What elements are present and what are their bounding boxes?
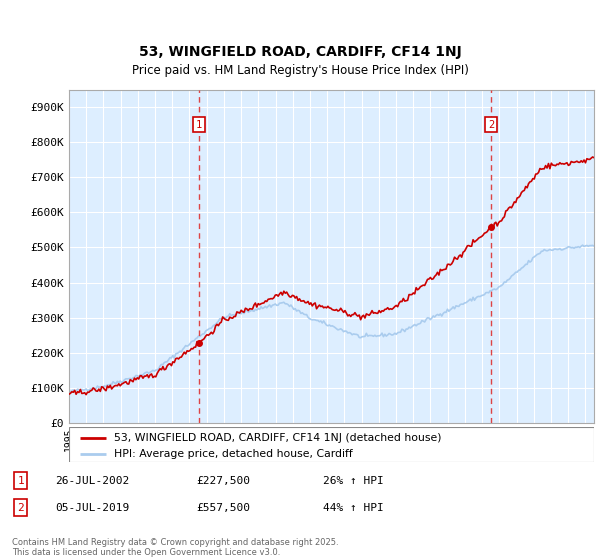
Text: 1: 1 [17,475,24,486]
Text: HPI: Average price, detached house, Cardiff: HPI: Average price, detached house, Card… [113,449,352,459]
Text: £557,500: £557,500 [196,502,250,512]
Text: 05-JUL-2019: 05-JUL-2019 [55,502,130,512]
Text: 26% ↑ HPI: 26% ↑ HPI [323,475,384,486]
Text: Contains HM Land Registry data © Crown copyright and database right 2025.
This d: Contains HM Land Registry data © Crown c… [12,538,338,557]
Text: 44% ↑ HPI: 44% ↑ HPI [323,502,384,512]
Text: 53, WINGFIELD ROAD, CARDIFF, CF14 1NJ (detached house): 53, WINGFIELD ROAD, CARDIFF, CF14 1NJ (d… [113,433,441,443]
Text: 2: 2 [488,120,494,130]
Text: £227,500: £227,500 [196,475,250,486]
Text: 2: 2 [17,502,24,512]
Text: 53, WINGFIELD ROAD, CARDIFF, CF14 1NJ: 53, WINGFIELD ROAD, CARDIFF, CF14 1NJ [139,45,461,59]
Text: 26-JUL-2002: 26-JUL-2002 [55,475,130,486]
Text: 1: 1 [196,120,202,130]
Text: Price paid vs. HM Land Registry's House Price Index (HPI): Price paid vs. HM Land Registry's House … [131,64,469,77]
